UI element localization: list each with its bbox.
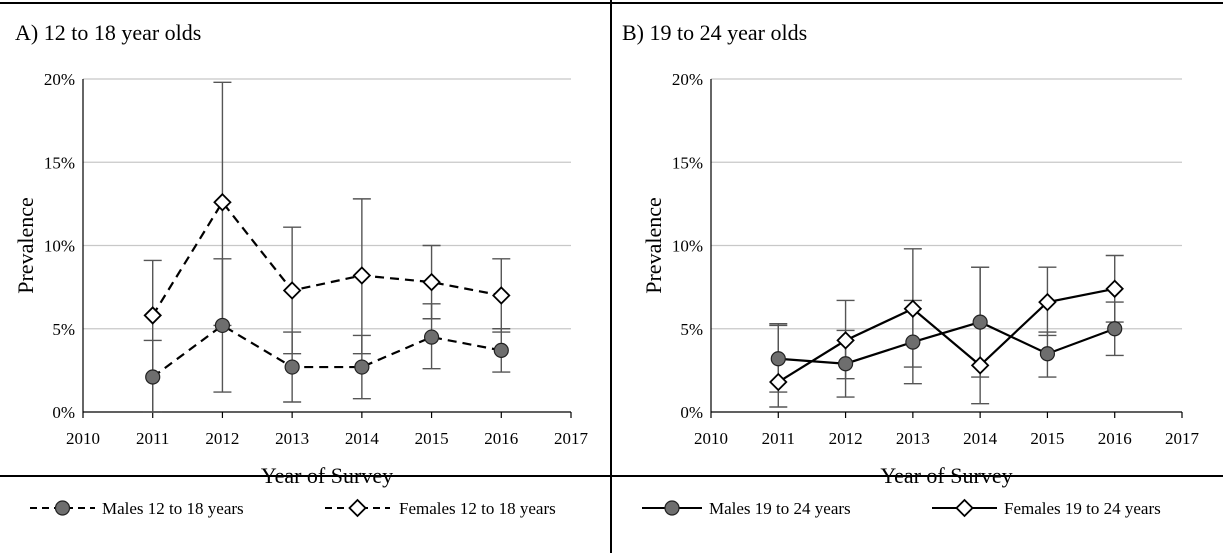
data-point xyxy=(492,286,511,305)
data-point xyxy=(970,356,990,375)
legend-label: Males 19 to 24 years xyxy=(709,499,851,518)
y-tick-label: 5% xyxy=(680,320,703,339)
data-point xyxy=(1038,292,1057,312)
chart-b-svg: B) 19 to 24 year olds 0% 5% 10% 15% 20% 2010 20… xyxy=(612,2,1223,518)
data-point xyxy=(903,299,923,319)
y-tick-label: 5% xyxy=(52,320,75,339)
data-point xyxy=(836,331,855,350)
data-point xyxy=(1105,279,1124,299)
data-point xyxy=(282,281,302,300)
y-tick-label: 15% xyxy=(44,153,75,172)
x-tick-label: 2011 xyxy=(136,429,169,448)
panel-b: B) 19 to 24 year olds 0% 5% 10% 15% 20% 2010 20… xyxy=(612,0,1223,553)
data-point xyxy=(143,306,162,325)
x-tick-label: 2013 xyxy=(896,429,930,448)
y-tick-label: 0% xyxy=(52,403,75,422)
chart-title: B) 19 to 24 year olds xyxy=(622,20,807,45)
x-tick-label: 2011 xyxy=(762,429,795,448)
series-line xyxy=(777,287,1115,383)
x-tick-label: 2015 xyxy=(415,429,449,448)
data-point xyxy=(145,369,161,385)
legend-label: Females 19 to 24 years xyxy=(1004,499,1161,518)
y-tick-label: 20% xyxy=(672,70,703,89)
x-tick-label: 2014 xyxy=(963,429,998,448)
data-point xyxy=(770,351,786,367)
data-point xyxy=(214,317,231,334)
x-tick-label: 2013 xyxy=(275,429,309,448)
series-line xyxy=(151,200,502,317)
x-tick-label: 2010 xyxy=(694,429,728,448)
series-line xyxy=(778,320,1116,365)
data-point xyxy=(213,192,232,212)
legend-label: Males 12 to 18 years xyxy=(102,499,244,518)
legend-marker xyxy=(664,500,680,516)
chart-a-svg: A) 12 to 18 year olds 0% 5% 10% 15% 20% 2010 20… xyxy=(0,0,612,553)
data-point xyxy=(352,266,372,285)
data-point xyxy=(769,372,788,392)
legend-marker xyxy=(955,498,974,518)
y-tick-label: 15% xyxy=(672,153,703,172)
y-axis-label: Prevalence xyxy=(641,197,666,294)
legend-label: Females 12 to 18 years xyxy=(399,499,556,518)
panel-a: A) 12 to 18 year olds 0% 5% 10% 15% 20% 2010 20… xyxy=(0,0,612,553)
x-tick-label: 2017 xyxy=(554,429,589,448)
y-tick-label: 20% xyxy=(44,70,75,89)
x-axis-label: Year of Survey xyxy=(261,463,393,488)
x-tick-label: 2012 xyxy=(205,429,239,448)
x-tick-label: 2010 xyxy=(66,429,100,448)
x-tick-label: 2017 xyxy=(1165,429,1200,448)
data-point xyxy=(1107,321,1123,337)
series-line xyxy=(152,324,502,378)
x-tick-label: 2012 xyxy=(829,429,863,448)
x-tick-label: 2014 xyxy=(345,429,380,448)
y-tick-label: 0% xyxy=(680,403,703,422)
data-point xyxy=(837,356,854,372)
data-point xyxy=(354,359,370,375)
legend-marker xyxy=(54,500,71,516)
data-point xyxy=(284,359,300,375)
y-tick-label: 10% xyxy=(44,237,75,256)
x-tick-label: 2016 xyxy=(484,429,518,448)
data-point xyxy=(972,314,988,330)
data-point xyxy=(422,272,441,292)
y-tick-label: 10% xyxy=(672,237,703,256)
y-axis-label: Prevalence xyxy=(13,197,38,294)
data-point xyxy=(493,342,509,358)
data-point xyxy=(1039,346,1056,362)
legend-marker xyxy=(348,498,367,518)
x-axis-label: Year of Survey xyxy=(880,463,1012,488)
chart-title: A) 12 to 18 year olds xyxy=(15,20,201,45)
data-point xyxy=(905,334,921,350)
x-tick-label: 2015 xyxy=(1030,429,1064,448)
data-point xyxy=(423,329,440,345)
x-tick-label: 2016 xyxy=(1098,429,1132,448)
